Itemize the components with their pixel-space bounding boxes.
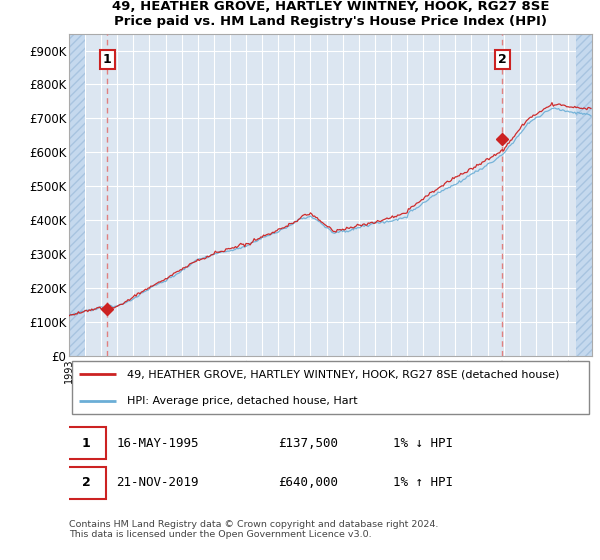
Bar <box>69 34 85 356</box>
Text: 2: 2 <box>82 477 91 489</box>
Text: 49, HEATHER GROVE, HARTLEY WINTNEY, HOOK, RG27 8SE (detached house): 49, HEATHER GROVE, HARTLEY WINTNEY, HOOK… <box>127 370 559 380</box>
Text: £640,000: £640,000 <box>278 477 338 489</box>
Text: 2: 2 <box>497 53 506 66</box>
Text: 1: 1 <box>82 437 91 450</box>
Text: 1% ↓ HPI: 1% ↓ HPI <box>394 437 454 450</box>
Text: 16-MAY-1995: 16-MAY-1995 <box>116 437 199 450</box>
FancyBboxPatch shape <box>71 361 589 414</box>
Text: Contains HM Land Registry data © Crown copyright and database right 2024.
This d: Contains HM Land Registry data © Crown c… <box>69 520 439 539</box>
Text: HPI: Average price, detached house, Hart: HPI: Average price, detached house, Hart <box>127 396 357 407</box>
FancyBboxPatch shape <box>67 427 106 459</box>
Text: 21-NOV-2019: 21-NOV-2019 <box>116 477 199 489</box>
Title: 49, HEATHER GROVE, HARTLEY WINTNEY, HOOK, RG27 8SE
Price paid vs. HM Land Regist: 49, HEATHER GROVE, HARTLEY WINTNEY, HOOK… <box>112 0 550 28</box>
Text: £137,500: £137,500 <box>278 437 338 450</box>
FancyBboxPatch shape <box>67 467 106 498</box>
Bar <box>576 34 592 356</box>
Text: 1% ↑ HPI: 1% ↑ HPI <box>394 477 454 489</box>
Text: 1: 1 <box>103 53 112 66</box>
